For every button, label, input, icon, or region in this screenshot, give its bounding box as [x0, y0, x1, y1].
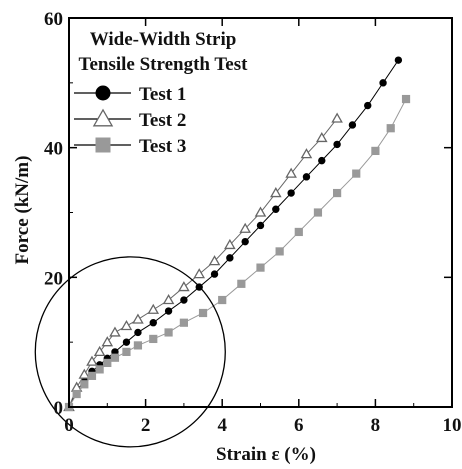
data-point — [86, 355, 98, 366]
data-point — [318, 156, 326, 165]
data-point — [226, 254, 234, 262]
data-point — [133, 341, 143, 350]
data-point — [122, 338, 131, 346]
x-tick-label-10: 10 — [443, 415, 462, 436]
data-point — [80, 380, 89, 389]
data-point — [333, 188, 342, 198]
data-point — [180, 296, 188, 304]
data-point — [179, 318, 189, 327]
data-point — [95, 365, 104, 374]
legend-label-1: Test 1 — [139, 84, 186, 105]
x-tick-label-2: 2 — [141, 415, 151, 436]
data-point — [371, 146, 380, 156]
data-point — [198, 308, 208, 318]
data-point — [87, 371, 97, 380]
y-tick-label-0: 0 — [54, 398, 64, 419]
data-point — [72, 389, 81, 399]
legend-title-line-2: Tensile Strength Test — [79, 54, 249, 75]
data-point — [315, 131, 328, 143]
data-point — [394, 56, 403, 64]
x-tick-label-0: 0 — [64, 415, 74, 436]
data-point — [101, 336, 114, 347]
data-point — [147, 303, 160, 314]
y-tick-label-40: 40 — [44, 139, 63, 160]
x-axis-title: Strain ε (%) — [216, 444, 316, 465]
data-point — [149, 319, 157, 327]
plot-area — [34, 56, 411, 448]
y-tick-label-60: 60 — [44, 9, 63, 30]
data-point — [218, 295, 227, 305]
legend-marker-3 — [95, 137, 111, 153]
data-point — [93, 345, 106, 357]
data-point — [300, 148, 313, 159]
annotation-circle — [34, 256, 226, 448]
y-axis-title: Force (kN/m) — [12, 156, 33, 265]
data-point — [256, 263, 265, 272]
data-point — [275, 247, 284, 256]
data-point — [313, 208, 323, 217]
legend-marker-1 — [95, 85, 111, 101]
y-tick-label-20: 20 — [44, 268, 63, 289]
data-point — [120, 319, 133, 331]
data-point — [254, 206, 267, 217]
data-point — [164, 307, 173, 315]
legend: Wide-Width Strip Tensile Strength Test Tes… — [74, 29, 248, 157]
data-point — [237, 279, 246, 288]
legend-title-line-1: Wide-Width Strip — [90, 29, 237, 50]
data-point — [285, 167, 297, 178]
data-point — [364, 101, 372, 110]
data-point — [239, 222, 251, 233]
x-tick-label-8: 8 — [371, 415, 381, 436]
data-point — [110, 353, 120, 362]
legend-marker-2 — [92, 108, 114, 127]
data-point — [272, 205, 280, 213]
data-point — [210, 270, 219, 278]
data-point — [208, 255, 221, 266]
data-point — [256, 221, 265, 230]
data-point — [122, 347, 131, 356]
data-point — [352, 169, 361, 178]
x-tick-label-4: 4 — [217, 415, 227, 436]
data-point — [224, 238, 236, 250]
data-point — [164, 328, 173, 337]
data-point — [302, 173, 311, 181]
data-point — [287, 189, 295, 197]
data-point — [132, 313, 144, 324]
data-point — [178, 281, 190, 292]
data-point — [348, 121, 357, 129]
x-tick-label-6: 6 — [294, 415, 304, 436]
data-point — [294, 227, 303, 237]
legend-label-2: Test 2 — [139, 110, 186, 131]
data-point — [109, 326, 121, 337]
data-point — [103, 358, 112, 368]
data-point — [331, 112, 343, 123]
data-point — [193, 268, 206, 279]
data-point — [386, 124, 395, 133]
data-point — [149, 334, 158, 344]
data-point — [379, 79, 387, 87]
data-point — [134, 328, 142, 337]
series-3 — [64, 94, 411, 412]
data-point — [162, 294, 175, 305]
axes: 0 2 4 6 8 10 0 20 40 60 — [44, 9, 462, 436]
data-point — [333, 140, 341, 149]
series-line-2 — [68, 118, 338, 408]
data-point — [241, 237, 249, 246]
data-point — [78, 368, 91, 379]
legend-label-3: Test 3 — [139, 136, 186, 157]
data-point — [401, 94, 411, 104]
data-point — [270, 187, 282, 198]
